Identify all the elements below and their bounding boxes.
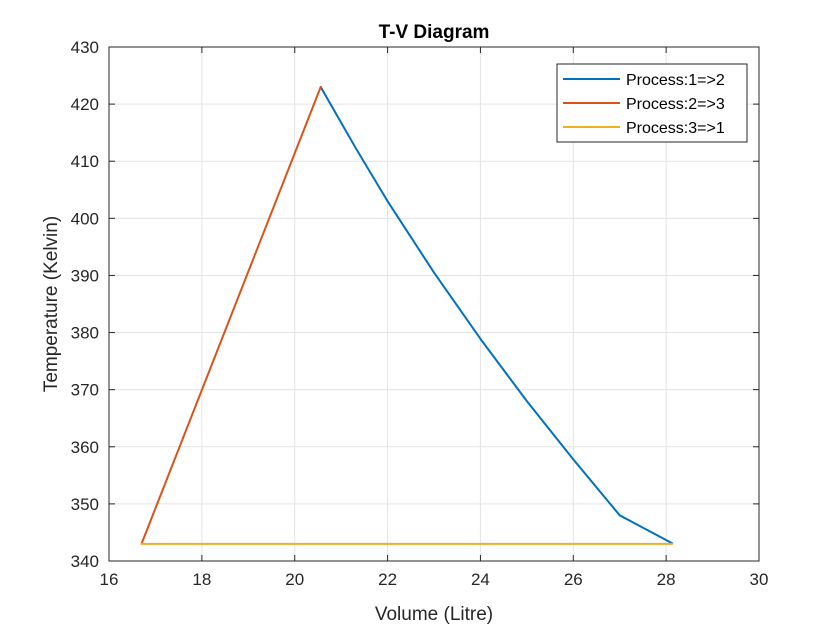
x-tick-label: 18 [192, 570, 211, 589]
x-tick-label: 30 [750, 570, 769, 589]
x-tick-label: 28 [657, 570, 676, 589]
y-tick-label: 380 [71, 324, 99, 343]
y-tick-label: 360 [71, 438, 99, 457]
plot-frame [108, 46, 760, 562]
ticks: 16 18 20 22 24 26 28 30 340 350 360 370 380 390 400 410… [71, 38, 769, 589]
x-tick-label: 16 [100, 570, 119, 589]
x-tick-label: 20 [285, 570, 304, 589]
y-tick-label: 370 [71, 381, 99, 400]
x-axis-label: Volume (Litre) [375, 604, 493, 625]
y-tick-label: 430 [71, 38, 99, 57]
legend: Process:1=>2 Process:2=>3 Process:3=>1 [556, 63, 748, 143]
legend-label-2: Process:2=>3 [626, 96, 725, 113]
legend-label-3: Process:3=>1 [626, 120, 725, 137]
y-axis-label: Temperature (Kelvin) [41, 216, 62, 392]
series-line-1 [319, 85, 674, 545]
x-tick-label: 24 [471, 570, 490, 589]
series-line-2 [140, 85, 322, 545]
series-layer [140, 85, 674, 545]
y-tick-label: 420 [71, 95, 99, 114]
x-tick-label: 26 [564, 570, 583, 589]
y-tick-label: 400 [71, 209, 99, 228]
y-tick-label: 340 [71, 552, 99, 571]
y-tick-label: 350 [71, 495, 99, 514]
grid [109, 47, 759, 561]
chart-title: T-V Diagram [379, 22, 490, 43]
y-tick-label: 410 [71, 152, 99, 171]
y-tick-label: 390 [71, 266, 99, 285]
legend-label-1: Process:1=>2 [626, 72, 725, 89]
x-tick-label: 22 [378, 570, 397, 589]
